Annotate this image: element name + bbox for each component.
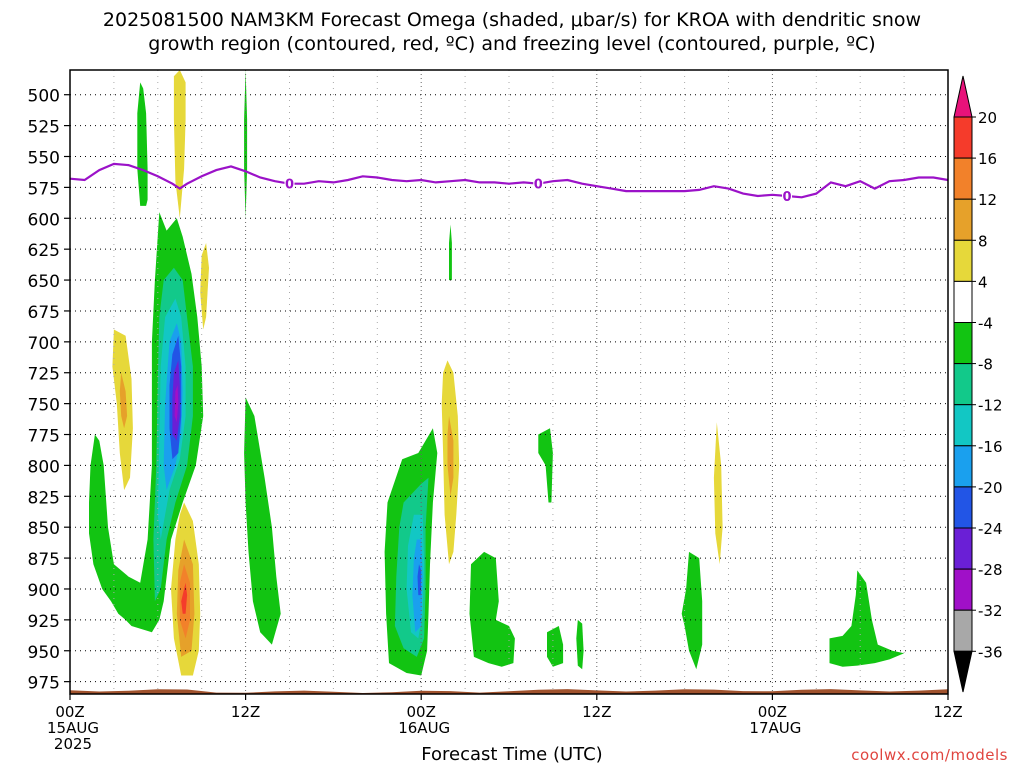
terrain-band xyxy=(70,689,948,694)
colorbar-label-6: -8 xyxy=(978,356,993,374)
freezing-label-bg-2 xyxy=(782,189,793,204)
y-tick-label-550: 550 xyxy=(28,148,60,168)
chart-title-line-2: growth region (contoured, red, ºC) and f… xyxy=(148,33,876,55)
colorbar-segment-neutral xyxy=(953,280,973,323)
y-tick-label-525: 525 xyxy=(28,118,60,138)
colorbar-segment-8_12 xyxy=(953,198,973,241)
colorbar-label-5: -4 xyxy=(978,315,993,333)
colorbar-label-9: -20 xyxy=(978,479,1003,497)
y-tick-label-500: 500 xyxy=(28,87,60,107)
colorbar-label-4: 4 xyxy=(978,273,988,291)
x-tick-label-48-1: 17AUG xyxy=(749,719,801,737)
freezing-level-label-1: 0 xyxy=(534,178,543,193)
omega-region-1 xyxy=(200,243,209,330)
y-tick-label-650: 650 xyxy=(28,272,60,292)
colorbar-segment-12_16 xyxy=(953,157,973,200)
colorbar-bottom-arrow xyxy=(953,650,973,693)
omega-region-28 xyxy=(547,626,564,667)
y-tick-label-775: 775 xyxy=(28,427,60,447)
colorbar: 20 16 12 8 4 -4 -8 -12 -16 -20 -24 -28 -32 -36 xyxy=(953,75,1003,693)
freezing-level-label-0: 0 xyxy=(285,178,294,193)
omega-region-20 xyxy=(449,224,452,281)
colorbar-segment-16_20 xyxy=(953,116,973,159)
y-tick-label-800: 800 xyxy=(28,457,60,477)
y-tick-label-825: 825 xyxy=(28,488,60,508)
omega-region-0 xyxy=(173,70,186,219)
colorbar-segment-m12_m8 xyxy=(953,363,973,406)
omega-region-32 xyxy=(829,570,905,667)
colorbar-top-arrow xyxy=(953,75,973,118)
y-tick-label-700: 700 xyxy=(28,334,60,354)
x-tick-label-12-0: 12Z xyxy=(231,703,260,721)
grid-lines xyxy=(69,70,949,694)
colorbar-segment-4_8 xyxy=(953,239,973,282)
colorbar-label-3: 8 xyxy=(978,232,988,250)
y-tick-label-900: 900 xyxy=(28,581,60,601)
freezing-label-bg-0 xyxy=(284,176,295,191)
omega-region-9 xyxy=(244,70,248,219)
colorbar-label-10: -24 xyxy=(978,520,1003,538)
y-tick-label-875: 875 xyxy=(28,550,60,570)
omega-region-31 xyxy=(681,551,703,670)
x-tick-label-48-0: 00Z xyxy=(758,703,787,721)
omega-region-8 xyxy=(137,82,148,206)
x-tick-label-0-1: 15AUG xyxy=(47,719,99,737)
y-tick-label-925: 925 xyxy=(28,612,60,632)
x-tick-label-24-1: 16AUG xyxy=(398,719,450,737)
omega-region-29 xyxy=(576,619,584,670)
y-tick-label-975: 975 xyxy=(28,674,60,694)
freezing-level-layer: 0 0 0 xyxy=(69,162,949,205)
colorbar-label-11: -28 xyxy=(978,561,1003,579)
colorbar-label-0: 20 xyxy=(978,109,997,127)
chart-title-line-1: 2025081500 NAM3KM Forecast Omega (shaded… xyxy=(102,9,922,31)
omega-region-7 xyxy=(181,582,188,614)
terrain-layer xyxy=(70,689,948,694)
omega-region-19 xyxy=(447,416,454,497)
colorbar-segment-m24_m20 xyxy=(953,486,973,529)
x-tick-label-60-0: 12Z xyxy=(933,703,962,721)
colorbar-label-8: -16 xyxy=(978,438,1003,456)
omega-region-16 xyxy=(174,385,179,423)
omega-region-17 xyxy=(244,397,281,645)
freezing-label-bg-1 xyxy=(533,176,544,191)
x-tick-label-36-0: 12Z xyxy=(582,703,611,721)
y-tick-label-600: 600 xyxy=(28,210,60,230)
freezing-level-label-2: 0 xyxy=(783,190,792,205)
colorbar-label-7: -12 xyxy=(978,397,1003,415)
omega-region-26 xyxy=(469,551,515,667)
colorbar-segment-m20_m16 xyxy=(953,445,973,488)
y-tick-label-575: 575 xyxy=(28,179,60,199)
y-tick-label-675: 675 xyxy=(28,303,60,323)
y-tick-label-625: 625 xyxy=(28,241,60,261)
omega-shading xyxy=(89,70,905,676)
colorbar-segment-m8_m4 xyxy=(953,322,973,365)
colorbar-segment-m36_m32 xyxy=(953,609,973,652)
y-tick-label-725: 725 xyxy=(28,365,60,385)
y-axis: 500 525 550 575 600 625 650 675 700 725 750 775 800 8… xyxy=(28,87,70,694)
site-credit: coolwx.com/models xyxy=(851,746,1008,764)
omega-region-24 xyxy=(412,539,423,633)
freezing-level-line xyxy=(69,162,949,199)
colorbar-label-12: -32 xyxy=(978,602,1003,620)
colorbar-segment-m16_m12 xyxy=(953,404,973,447)
colorbar-label-1: 16 xyxy=(978,150,997,168)
colorbar-segment-m28_m24 xyxy=(953,527,973,570)
colorbar-label-2: 12 xyxy=(978,191,997,209)
omega-region-30 xyxy=(713,422,723,565)
y-tick-label-850: 850 xyxy=(28,519,60,539)
colorbar-label-13: -36 xyxy=(978,643,1003,661)
omega-region-3 xyxy=(119,372,128,429)
x-tick-label-24-0: 00Z xyxy=(407,703,436,721)
y-tick-label-950: 950 xyxy=(28,643,60,663)
x-axis-label: Forecast Time (UTC) xyxy=(421,744,603,765)
omega-region-25 xyxy=(417,564,422,596)
colorbar-segment-m32_m28 xyxy=(953,568,973,611)
plot-frame xyxy=(69,69,949,695)
x-tick-label-0-0: 00Z xyxy=(55,703,84,721)
x-tick-label-0-2: 2025 xyxy=(54,735,92,753)
y-tick-label-750: 750 xyxy=(28,396,60,416)
